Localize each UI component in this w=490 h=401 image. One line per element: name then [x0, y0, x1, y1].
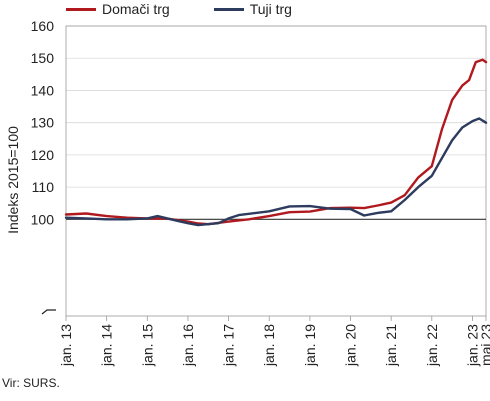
x-tick-label-4: jan. 17 [221, 324, 237, 367]
legend-label-tuji: Tuji trg [249, 1, 292, 17]
y-axis-label: Indeks 2015=100 [5, 126, 21, 234]
series-line-0 [64, 58, 488, 226]
grid-lines [66, 25, 486, 188]
y-tick-label-160: 160 [31, 18, 55, 34]
x-tick-label-8: jan. 21 [383, 324, 399, 367]
axis-break-marker [41, 309, 56, 315]
y-tick-label-140: 140 [31, 82, 55, 98]
legend-swatch-domaci [66, 7, 96, 11]
y-tick-label-100: 100 [31, 211, 55, 227]
source-note: Vir: SURS. [2, 376, 60, 390]
x-tick-label-1: jan. 14 [99, 324, 115, 367]
x-tick-label-0: jan. 13 [58, 324, 74, 367]
legend-label-domaci: Domači trg [102, 1, 170, 17]
y-tick-label-110: 110 [32, 179, 55, 195]
y-tick-label-130: 130 [31, 115, 55, 131]
series-lines [64, 58, 488, 227]
y-axis-label-wrap: Indeks 2015=100 [0, 40, 26, 320]
series-line-1 [64, 117, 488, 227]
x-tick-label-11: maj 23 [478, 324, 490, 366]
x-tick-label-5: jan. 18 [261, 324, 277, 367]
x-tick-label-2: jan. 15 [139, 324, 155, 367]
x-tick-labels: jan. 13 jan. 14 jan. 15 jan. 16 jan. 17 jan. … [58, 324, 490, 367]
x-tick-label-9: jan. 22 [424, 324, 440, 367]
x-tick-label-7: jan. 20 [343, 324, 359, 367]
y-tick-labels: 100 110 120 130 140 150 160 [31, 18, 55, 227]
plot-frame [65, 25, 487, 317]
y-tick-label-150: 150 [31, 50, 55, 66]
x-tick-label-10: jan. 23 [464, 324, 480, 367]
legend: Domači trg Tuji trg [66, 1, 292, 17]
legend-swatch-tuji [213, 7, 244, 11]
y-tick-label-120: 120 [31, 147, 55, 163]
legend-item-domaci: Domači trg [66, 1, 170, 17]
x-tick-label-3: jan. 16 [180, 324, 196, 367]
axes [41, 25, 487, 321]
legend-item-tuji: Tuji trg [213, 1, 292, 17]
x-tick-label-6: jan. 19 [302, 324, 318, 367]
